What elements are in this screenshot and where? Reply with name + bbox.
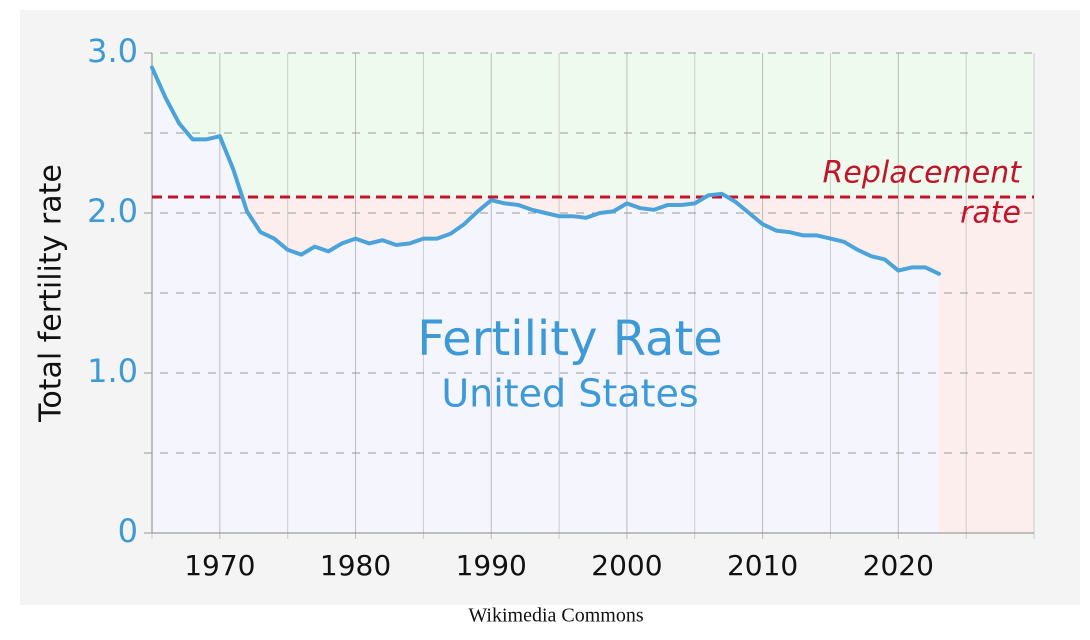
fertility-line	[150, 65, 942, 276]
x-tick-label: 2000	[591, 549, 662, 582]
y-axis-title: Total fertility rate	[34, 164, 69, 423]
area-under-curve	[152, 67, 940, 534]
source: Wikimedia Commons	[468, 605, 644, 627]
replacement-label: Replacement	[823, 156, 1023, 191]
plot-area: 0 1.0 2.0 3.0 1970 1980 1990 2000 2010 2020 Replac…	[87, 32, 1035, 582]
y-tick-label: 0	[118, 512, 138, 550]
replacement-label: rate	[960, 196, 1021, 231]
y-tick-label: 1.0	[87, 352, 138, 390]
x-tick-label: 1970	[184, 549, 255, 582]
y-tick-label: 3.0	[87, 32, 138, 70]
x-tick-label: 2010	[727, 549, 798, 582]
chart-subtitle: United States	[441, 372, 698, 416]
above-replacement-region	[152, 53, 1034, 197]
x-tick-label: 1980	[320, 549, 391, 582]
x-tick-label: 2020	[863, 549, 934, 582]
y-tick-label: 2.0	[87, 192, 138, 230]
chart-title: Fertility Rate	[417, 311, 723, 367]
x-tick-label: 1990	[456, 549, 527, 582]
